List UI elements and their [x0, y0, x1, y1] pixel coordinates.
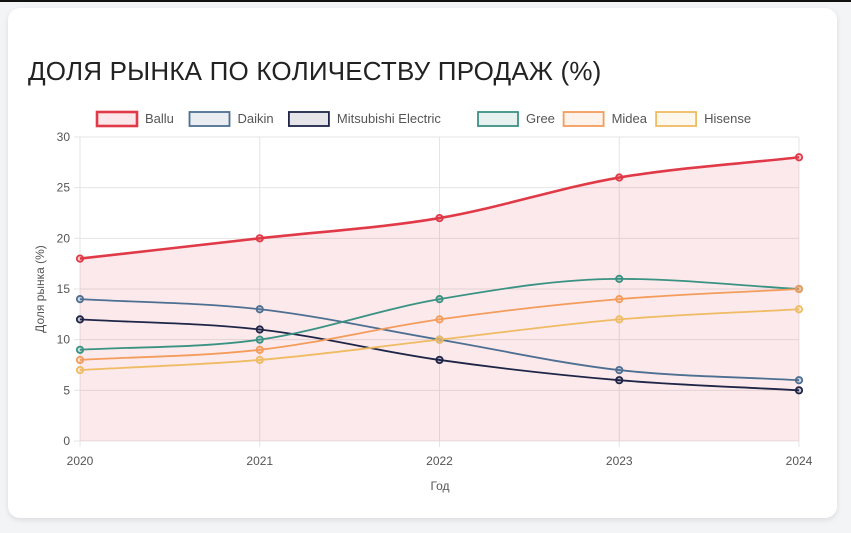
legend-label: Gree: [526, 111, 555, 126]
y-tick-label: 20: [57, 231, 71, 245]
legend-item-ballu[interactable]: Ballu: [95, 110, 174, 128]
top-border-line: [0, 0, 851, 2]
y-tick-label: 0: [63, 434, 70, 448]
legend-label: Daikin: [238, 111, 274, 126]
legend-item-midea[interactable]: Midea: [562, 111, 648, 127]
x-tick-label: 2024: [786, 454, 813, 468]
x-tick-label: 2020: [67, 454, 94, 468]
data-point-mitsubishi-electric: [255, 325, 264, 334]
x-tick-label: 2021: [246, 454, 273, 468]
x-axis-label: Год: [430, 479, 449, 493]
data-point-ballu: [435, 213, 444, 223]
legend-item-daikin[interactable]: Daikin: [188, 111, 274, 127]
legend-swatch: [287, 111, 330, 127]
x-tick-label: 2022: [426, 454, 453, 468]
y-tick-label: 30: [57, 130, 71, 144]
legend-swatch: [477, 111, 519, 127]
legend-swatch: [655, 111, 697, 127]
data-point-midea: [255, 345, 264, 354]
x-tick-label: 2023: [606, 454, 633, 468]
data-point-midea: [435, 315, 444, 324]
data-point-midea: [794, 284, 804, 294]
legend-item-gree[interactable]: Gree: [477, 111, 555, 127]
legend-label: Hisense: [704, 111, 751, 126]
legend[interactable]: Ballu Daikin Mitsubishi Electric Gree Midea H…: [95, 110, 751, 128]
y-tick-label: 15: [57, 282, 71, 296]
legend-swatch: [562, 111, 605, 127]
x-axis-ticks: 2020 2021 2022 2023 2024: [67, 454, 813, 468]
data-point-mitsubishi-electric: [435, 355, 444, 365]
data-point-gree: [75, 345, 85, 354]
y-tick-label: 5: [63, 383, 70, 397]
series-lines: [79, 155, 800, 392]
series-line-hisense: [79, 308, 800, 371]
data-point-daikin: [615, 365, 624, 375]
y-tick-label: 25: [57, 181, 71, 195]
data-point-ballu: [75, 254, 85, 263]
data-point-daikin: [75, 295, 85, 304]
legend-label: Ballu: [145, 111, 174, 126]
data-point-ballu: [794, 153, 804, 162]
data-point-gree: [615, 274, 624, 283]
legend-swatch: [95, 110, 139, 128]
data-point-gree: [435, 295, 444, 304]
data-point-hisense: [615, 315, 624, 324]
chart-title: ДОЛЯ РЫНКА ПО КОЛИЧЕСТВУ ПРОДАЖ (%): [28, 56, 602, 86]
data-point-daikin: [794, 376, 804, 385]
data-point-gree: [255, 335, 264, 344]
y-axis-label: Доля рынка (%): [33, 245, 47, 333]
legend-swatch: [188, 111, 231, 127]
data-point-hisense: [255, 355, 264, 365]
chart-card: [8, 8, 837, 518]
data-point-mitsubishi-electric: [615, 376, 624, 385]
legend-label: Mitsubishi Electric: [337, 111, 442, 126]
data-point-hisense: [75, 365, 85, 375]
data-point-mitsubishi-electric: [75, 315, 85, 324]
data-points: [75, 153, 804, 395]
y-axis-ticks: 0 5 10 15 20 25 30: [57, 130, 71, 448]
data-point-mitsubishi-electric: [794, 386, 804, 395]
data-point-daikin: [255, 305, 264, 314]
legend-item-hisense[interactable]: Hisense: [655, 111, 751, 127]
data-point-hisense: [794, 305, 804, 314]
y-tick-label: 10: [57, 333, 71, 347]
legend-label: Midea: [612, 111, 648, 126]
series-line-midea: [79, 288, 800, 361]
data-point-hisense: [435, 335, 444, 344]
data-point-midea: [75, 355, 85, 365]
series-line-gree: [79, 277, 800, 351]
data-point-midea: [615, 295, 624, 304]
data-point-ballu: [615, 173, 624, 182]
data-point-ballu: [255, 234, 264, 243]
series-line-mitsubishi-electric: [79, 318, 800, 392]
grid-lines: [74, 136, 800, 447]
series-line-ballu: [79, 155, 800, 260]
legend-item-mitsubishi-electric[interactable]: Mitsubishi Electric: [287, 111, 442, 127]
